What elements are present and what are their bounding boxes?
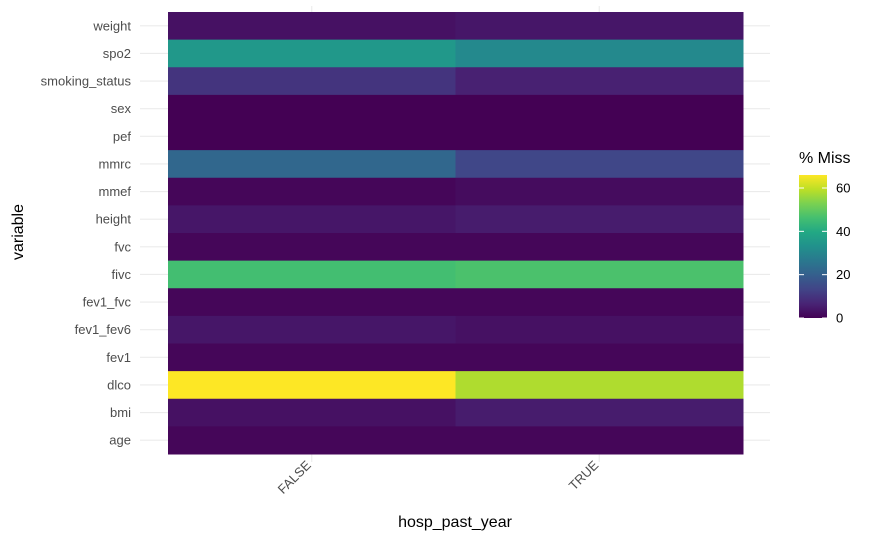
heatmap-cell: [168, 398, 456, 427]
y-tick-label: fivc: [112, 267, 132, 282]
x-axis-title: hosp_past_year: [398, 514, 513, 531]
heatmap-cell: [455, 94, 744, 123]
heatmap-cell: [168, 233, 456, 262]
x-tick-labels: FALSE TRUE: [275, 457, 602, 496]
heatmap-cells: [168, 12, 744, 455]
y-tick-label: spo2: [103, 46, 131, 61]
heatmap-cell: [168, 177, 456, 206]
legend-tick-label: 40: [836, 224, 850, 239]
heatmap-cell: [455, 260, 744, 289]
legend-title: % Miss: [799, 150, 851, 167]
heatmap-cell: [168, 426, 456, 455]
heatmap-cell: [168, 315, 456, 344]
y-tick-label: weight: [92, 18, 131, 33]
x-tick-label: TRUE: [566, 457, 602, 493]
heatmap-cell: [168, 343, 456, 372]
heatmap-cell: [455, 150, 744, 179]
heatmap-cell: [168, 205, 456, 234]
y-tick-label: bmi: [110, 405, 131, 420]
y-tick-label: fev1_fev6: [75, 322, 131, 337]
heatmap-cell: [455, 398, 744, 427]
heatmap-cell: [455, 426, 744, 455]
legend-tick-label: 60: [836, 181, 850, 196]
heatmap-cell: [168, 371, 456, 400]
heatmap-cell: [168, 150, 456, 179]
legend-tick-label: 20: [836, 267, 850, 282]
heatmap-cell: [455, 67, 744, 96]
heatmap-cell: [455, 288, 744, 317]
y-axis-title: variable: [10, 204, 27, 260]
heatmap-cell: [455, 12, 744, 41]
y-tick-label: mmef: [99, 184, 132, 199]
heatmap-cell: [168, 94, 456, 123]
y-tick-label: age: [109, 433, 131, 448]
heatmap-cell: [455, 315, 744, 344]
heatmap-cell: [168, 12, 456, 41]
heatmap-cell: [455, 177, 744, 206]
legend-ticks: 0 20 40 60: [799, 181, 850, 326]
y-tick-label: fvc: [114, 239, 131, 254]
heatmap-cell: [455, 343, 744, 372]
heatmap-cell: [168, 260, 456, 289]
y-tick-label: pef: [113, 129, 131, 144]
heatmap-cell: [455, 39, 744, 68]
heatmap-cell: [455, 122, 744, 151]
heatmap-cell: [455, 233, 744, 262]
y-tick-label: dlco: [107, 377, 131, 392]
heatmap-cell: [168, 39, 456, 68]
legend-tick-label: 0: [836, 311, 843, 326]
y-tick-label: mmrc: [99, 156, 132, 171]
heatmap-cell: [168, 122, 456, 151]
heatmap-cell: [455, 371, 744, 400]
x-tick-label: FALSE: [275, 457, 314, 496]
y-tick-label: fev1: [106, 350, 131, 365]
heatmap-cell: [168, 67, 456, 96]
y-tick-label: sex: [111, 101, 132, 116]
heatmap-cell: [168, 288, 456, 317]
y-tick-label: smoking_status: [41, 74, 132, 89]
y-tick-label: height: [96, 212, 132, 227]
legend-colorbar: [799, 175, 827, 318]
y-tick-label: fev1_fvc: [83, 295, 132, 310]
color-legend: % Miss 0 20 40 60: [799, 150, 851, 326]
heatmap-cell: [455, 205, 744, 234]
